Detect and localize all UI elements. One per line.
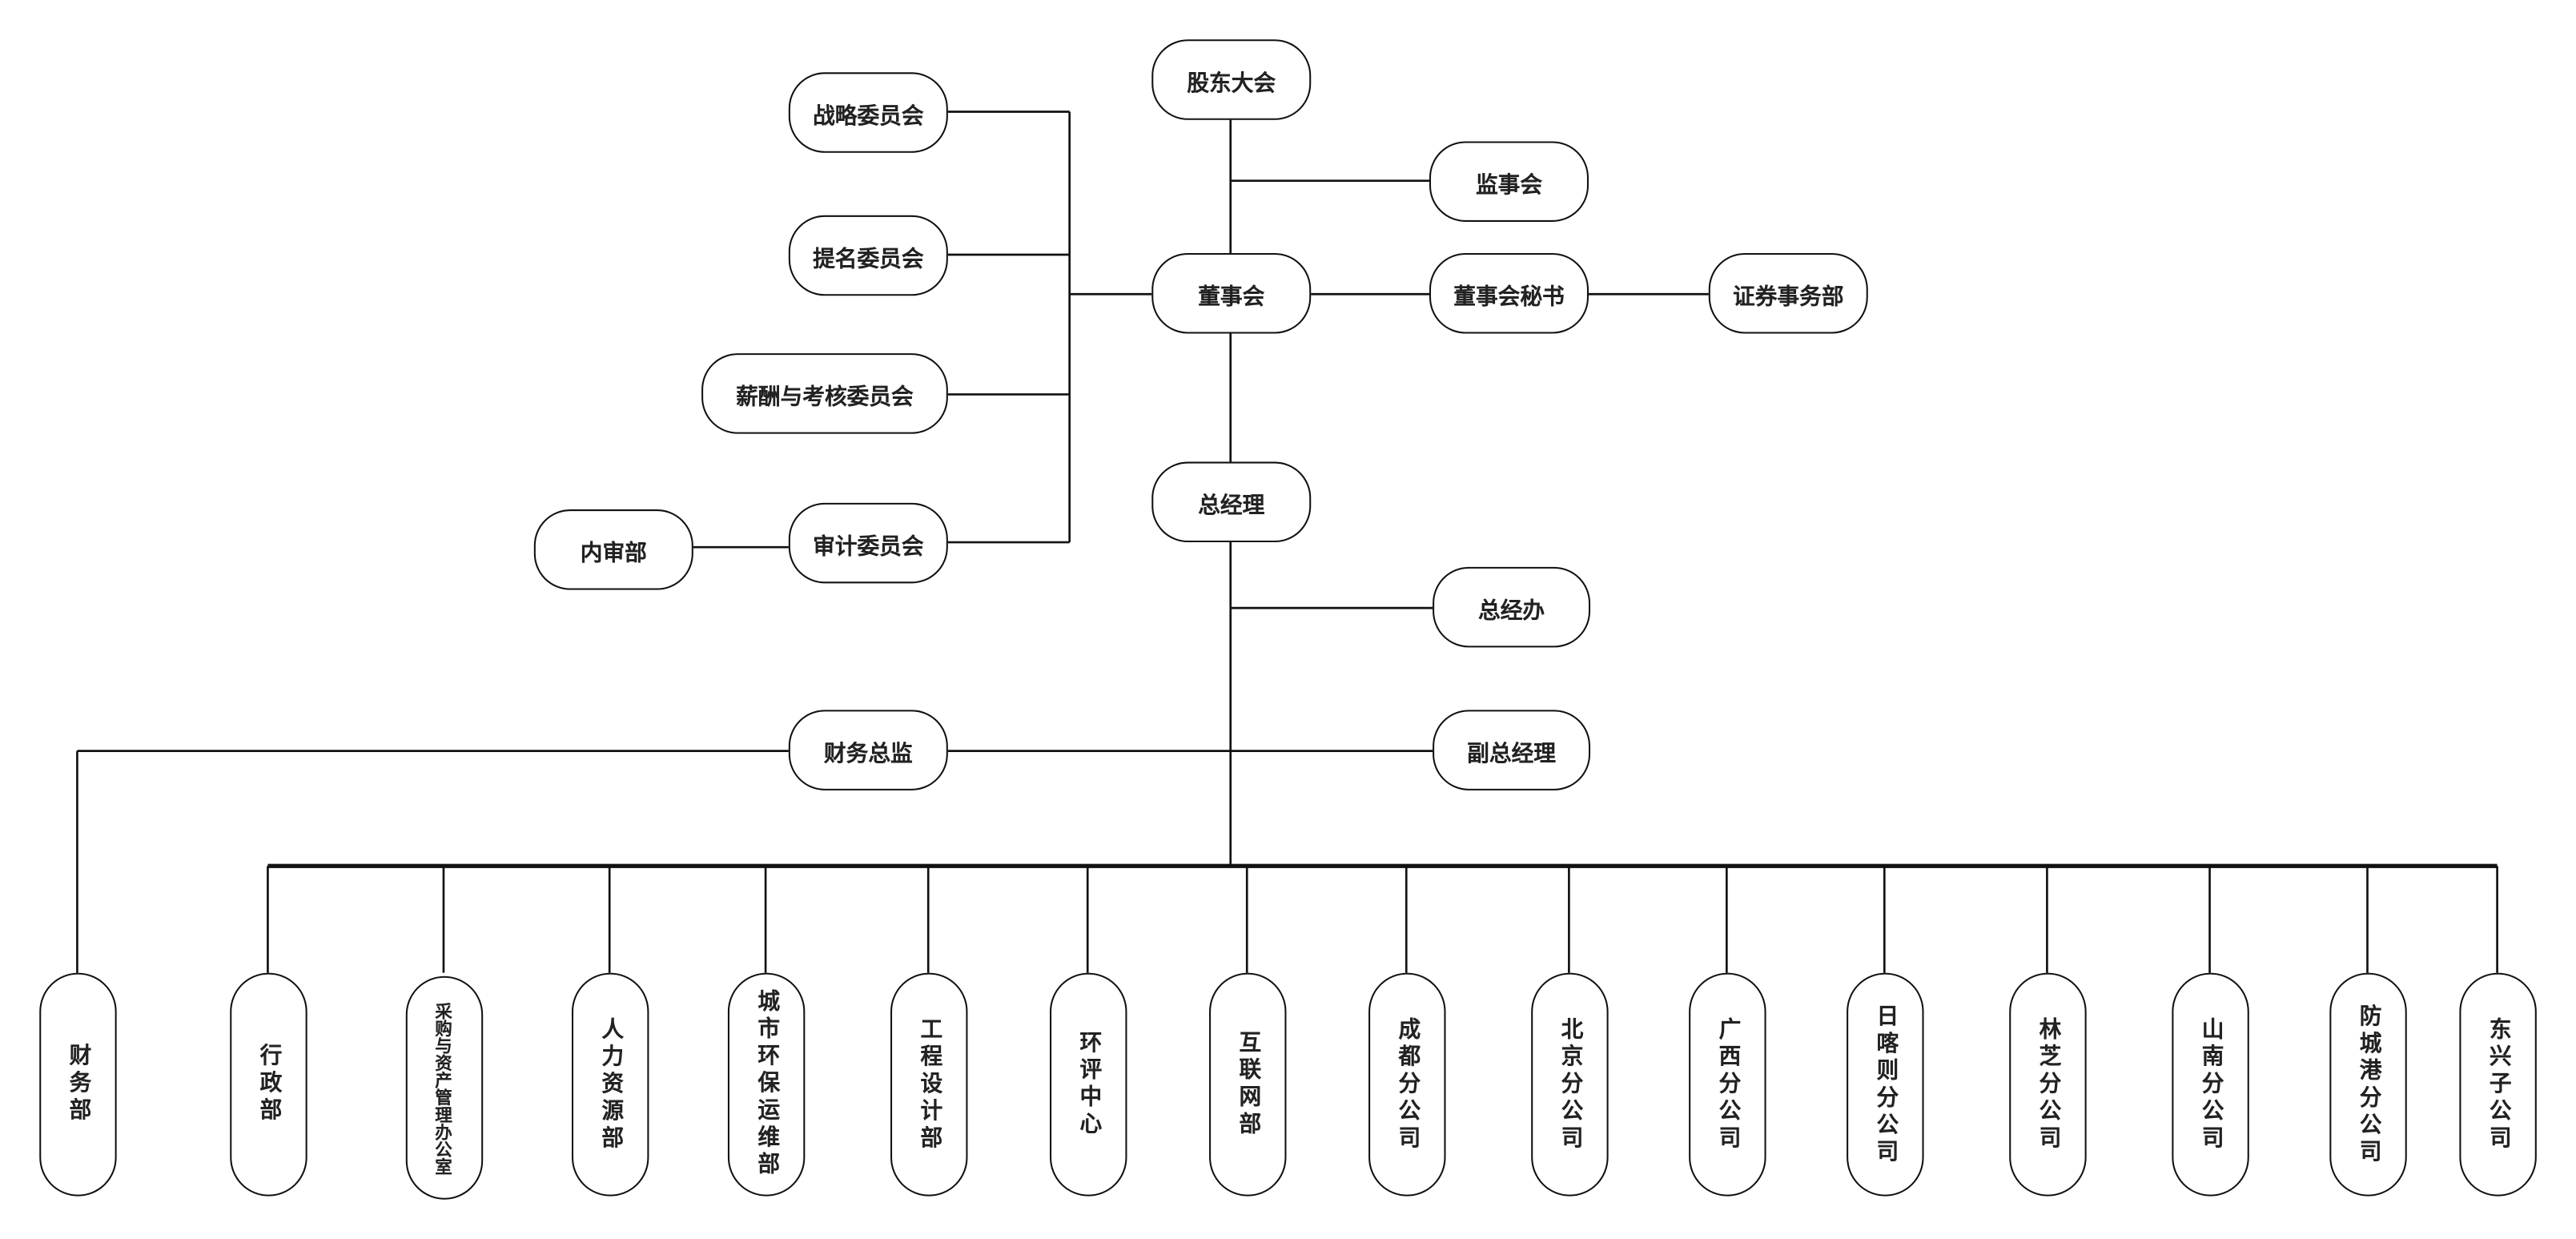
node-label: 提名委员会: [813, 245, 924, 272]
node-label: 监事会: [1475, 171, 1543, 199]
department-label: 东兴子公司: [2484, 1016, 2510, 1153]
node-audit: 审计委员会: [788, 502, 948, 584]
department-label: 环评中心: [1074, 1030, 1101, 1139]
node-label: 总经理: [1198, 492, 1265, 519]
department-label: 工程设计部: [914, 1016, 942, 1153]
node-label: 审计委员会: [813, 533, 924, 560]
department-label: 行政部: [255, 1044, 281, 1125]
node-label: 董事会秘书: [1453, 283, 1565, 310]
node-label: 副总经理: [1467, 740, 1556, 767]
node-board: 董事会: [1151, 252, 1312, 334]
department-label: 山南分公司: [2196, 1016, 2223, 1153]
department-node: 日喀则分公司: [1846, 972, 1923, 1197]
node-label: 财务总监: [823, 740, 913, 767]
node-label: 内审部: [580, 539, 647, 566]
department-node: 山南分公司: [2171, 972, 2248, 1197]
department-label: 互联网部: [1233, 1030, 1260, 1139]
node-shareholders: 股东大会: [1151, 39, 1312, 120]
department-node: 东兴子公司: [2458, 972, 2536, 1197]
department-node: 互联网部: [1208, 972, 1286, 1197]
node-label: 股东大会: [1187, 70, 1276, 97]
department-node: 环评中心: [1049, 972, 1127, 1197]
node-supervisors: 监事会: [1429, 141, 1589, 222]
node-securities: 证券事务部: [1708, 252, 1868, 334]
department-node: 城市环保运维部: [726, 972, 805, 1197]
department-node: 林芝分公司: [2008, 972, 2086, 1197]
department-node: 成都分公司: [1368, 972, 1445, 1197]
department-node: 工程设计部: [889, 972, 967, 1197]
department-node: 采购与资产管理办公室: [404, 976, 483, 1200]
node-board-secretary: 董事会秘书: [1429, 252, 1589, 334]
department-label: 采购与资产管理办公室: [432, 1001, 453, 1174]
department-label: 城市环保运维部: [752, 989, 779, 1180]
department-label: 北京分公司: [1555, 1016, 1582, 1153]
department-node: 北京分公司: [1530, 972, 1608, 1197]
department-label: 人力资源部: [596, 1016, 623, 1153]
node-label: 薪酬与考核委员会: [736, 384, 914, 410]
node-gm-office: 总经办: [1433, 566, 1591, 648]
department-label: 防城港分公司: [2354, 1003, 2381, 1166]
node-label: 总经办: [1478, 597, 1545, 624]
node-label: 战略委员会: [813, 103, 924, 130]
department-node: 防城港分公司: [2329, 972, 2406, 1197]
department-node: 行政部: [229, 972, 307, 1197]
node-nomination: 提名委员会: [788, 215, 948, 296]
department-label: 日喀则分公司: [1871, 1003, 1898, 1166]
node-internal-audit: 内审部: [533, 509, 693, 590]
department-label: 成都分公司: [1392, 1016, 1420, 1153]
department-node: 财务部: [38, 972, 116, 1197]
department-label: 财务部: [64, 1044, 90, 1125]
node-compensation: 薪酬与考核委员会: [701, 353, 948, 434]
department-label: 林芝分公司: [2034, 1016, 2060, 1153]
department-label: 广西分公司: [1713, 1016, 1740, 1153]
department-node: 人力资源部: [570, 972, 649, 1197]
node-label: 证券事务部: [1733, 283, 1844, 310]
node-label: 董事会: [1198, 283, 1265, 310]
department-node: 广西分公司: [1688, 972, 1766, 1197]
node-cfo: 财务总监: [788, 710, 948, 790]
node-gm: 总经理: [1151, 461, 1312, 543]
node-strategy: 战略委员会: [788, 72, 948, 153]
node-deputy-gm: 副总经理: [1433, 710, 1591, 790]
